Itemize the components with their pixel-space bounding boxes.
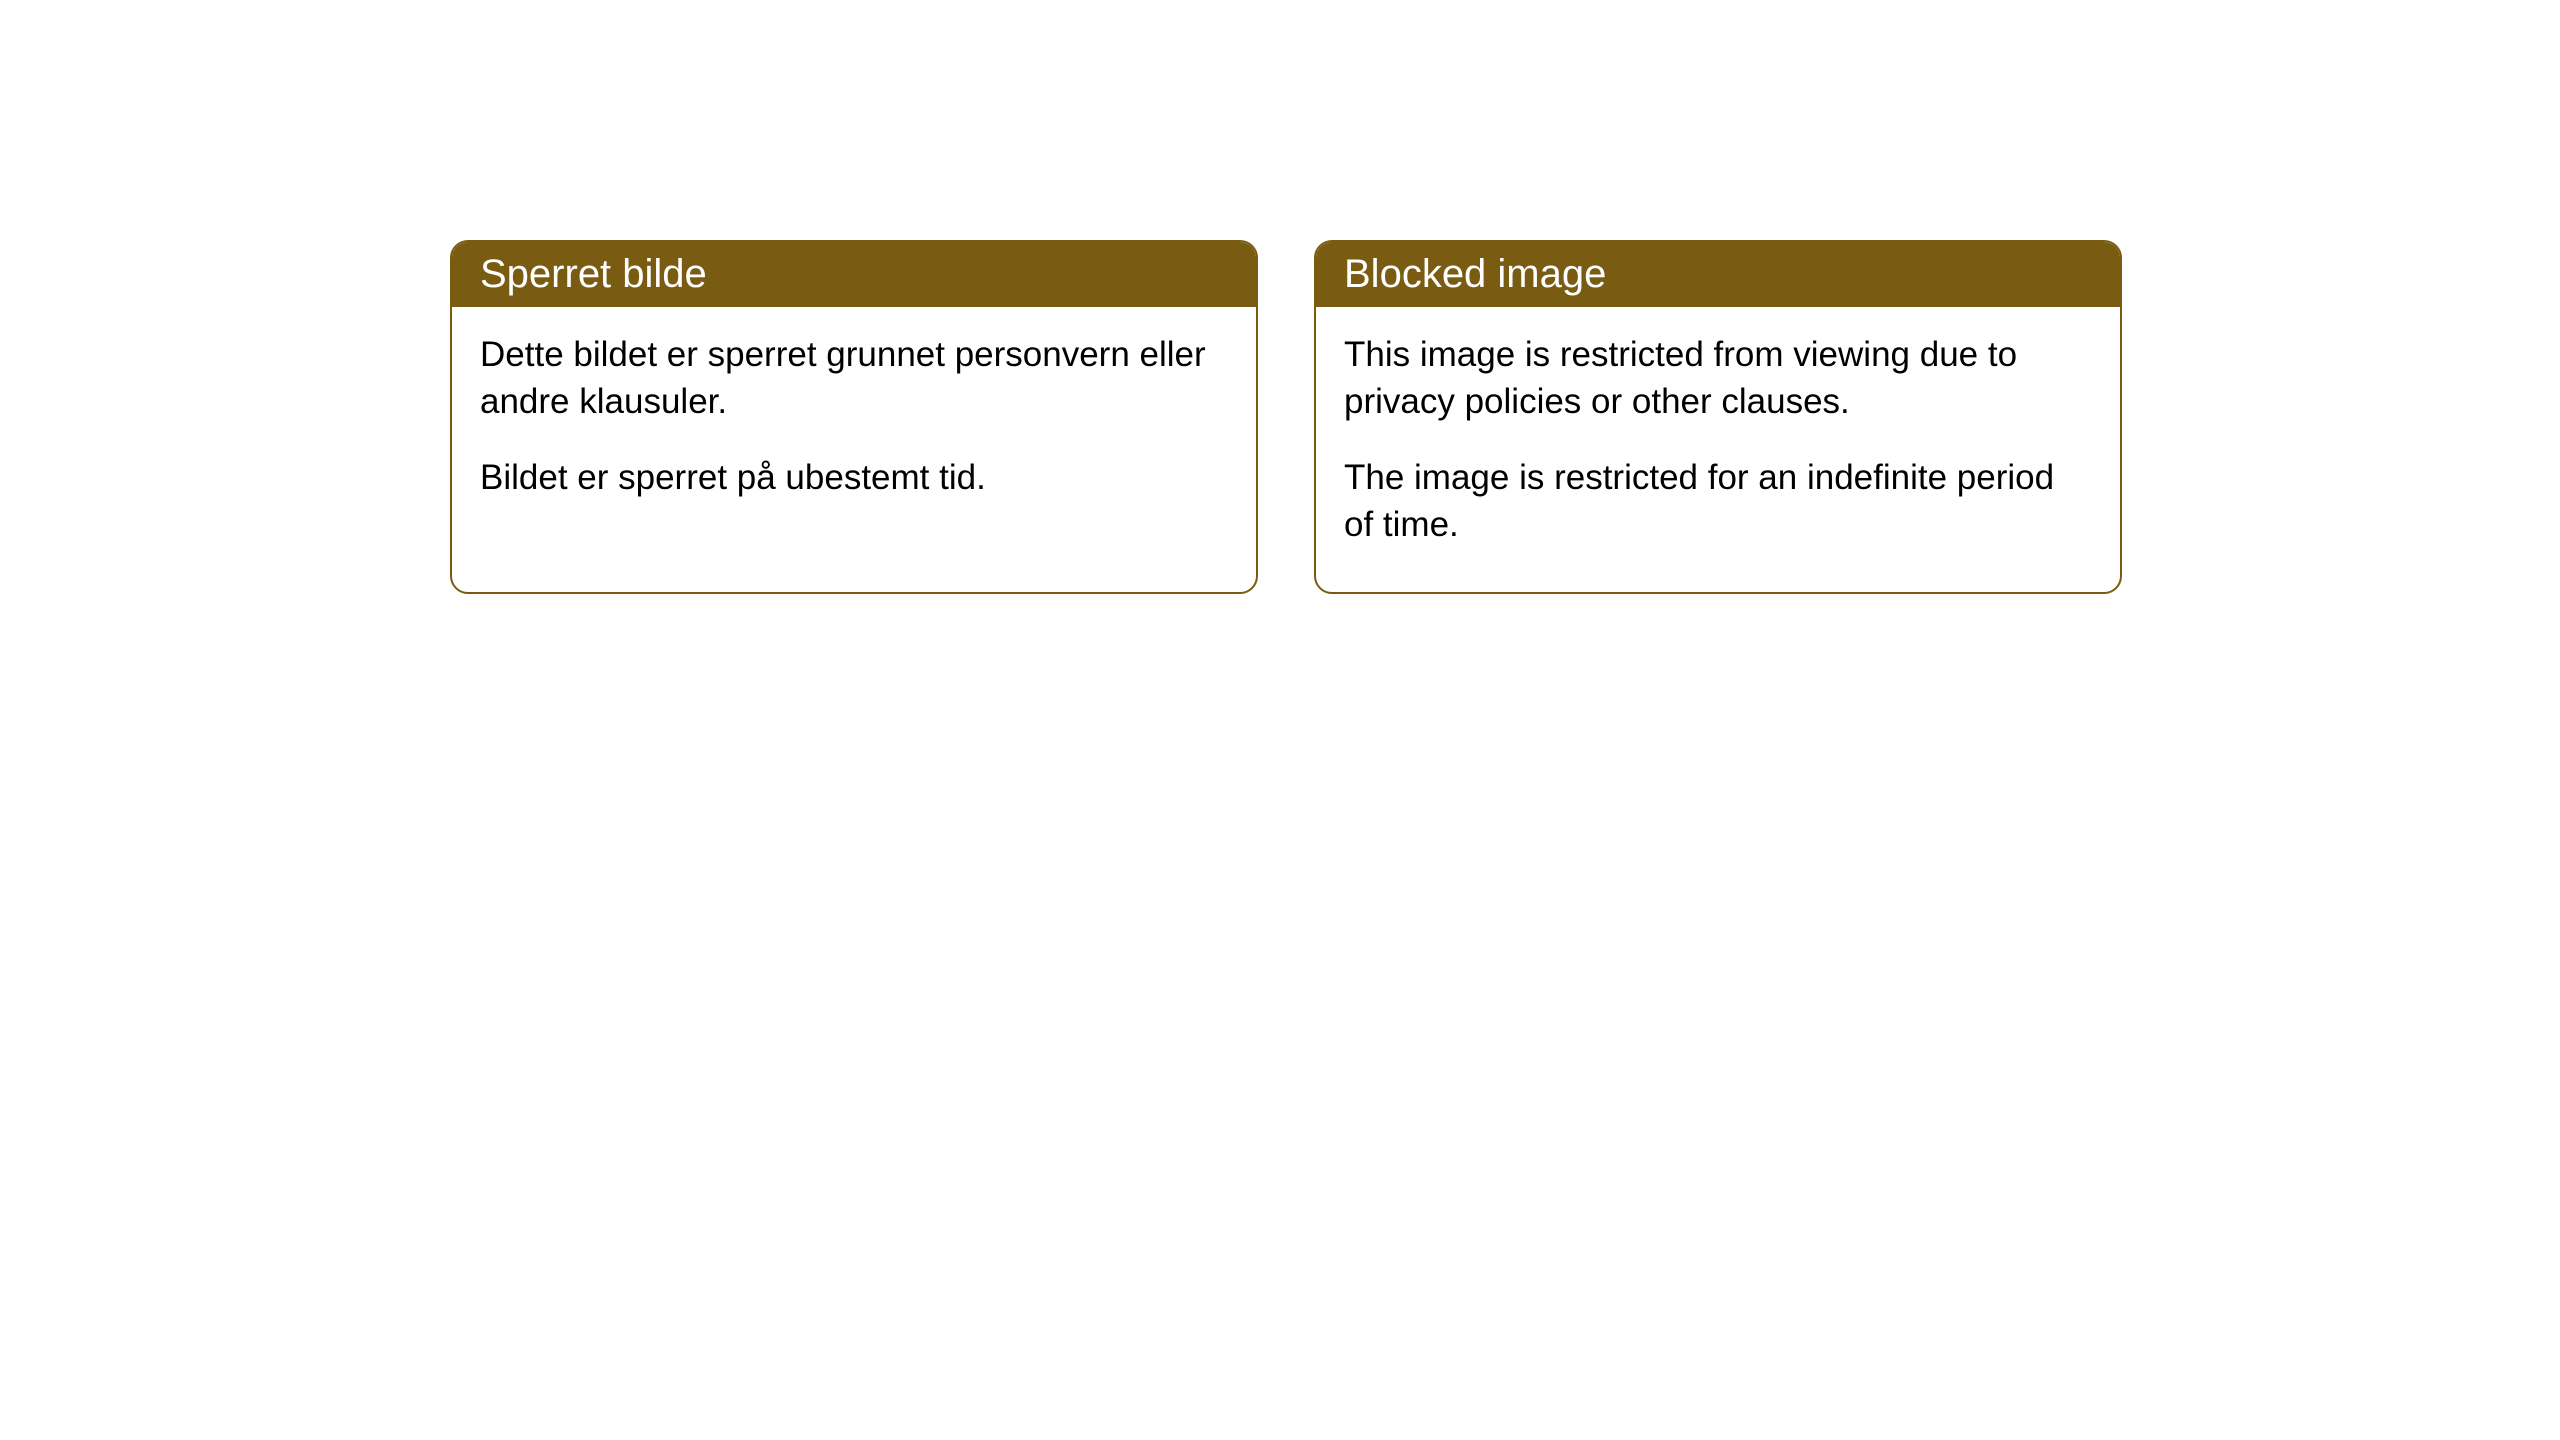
notice-cards-container: Sperret bilde Dette bildet er sperret gr… xyxy=(450,240,2122,594)
card-header: Sperret bilde xyxy=(452,242,1256,307)
card-paragraph: The image is restricted for an indefinit… xyxy=(1344,454,2092,549)
card-body: This image is restricted from viewing du… xyxy=(1316,307,2120,592)
card-title: Blocked image xyxy=(1344,252,1606,296)
notice-card-norwegian: Sperret bilde Dette bildet er sperret gr… xyxy=(450,240,1258,594)
card-title: Sperret bilde xyxy=(480,252,707,296)
card-paragraph: Bildet er sperret på ubestemt tid. xyxy=(480,454,1228,501)
card-paragraph: This image is restricted from viewing du… xyxy=(1344,331,2092,426)
card-paragraph: Dette bildet er sperret grunnet personve… xyxy=(480,331,1228,426)
card-header: Blocked image xyxy=(1316,242,2120,307)
card-body: Dette bildet er sperret grunnet personve… xyxy=(452,307,1256,545)
notice-card-english: Blocked image This image is restricted f… xyxy=(1314,240,2122,594)
